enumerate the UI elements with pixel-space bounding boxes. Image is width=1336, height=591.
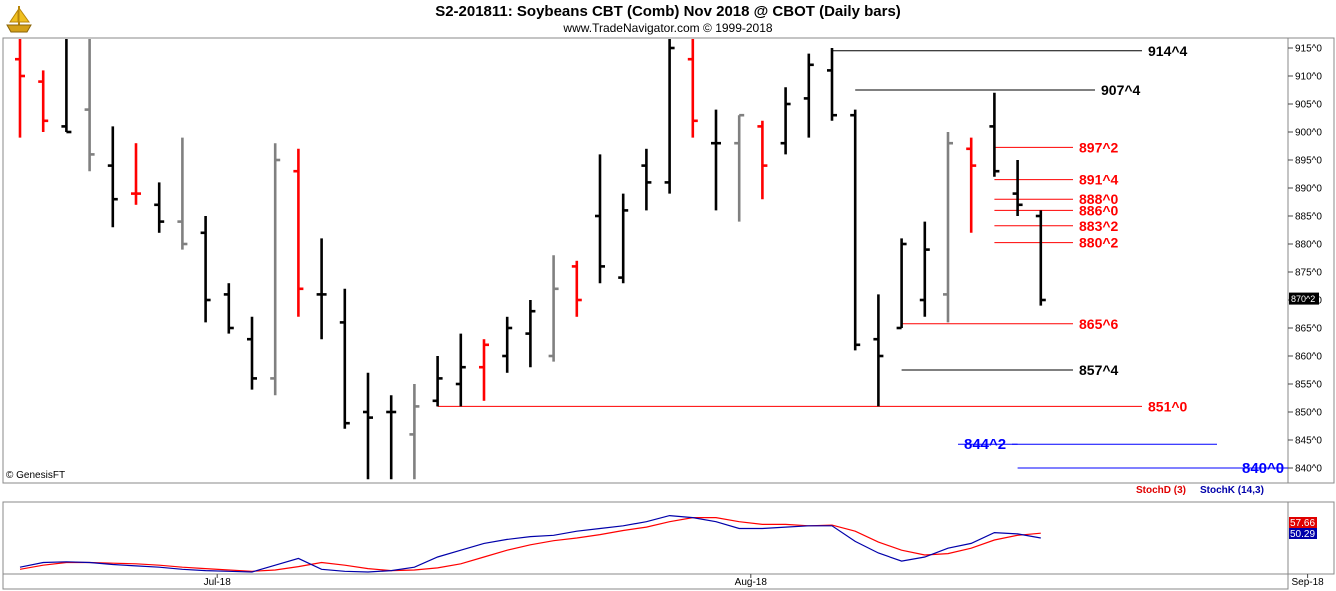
- time-axis: [2, 573, 1289, 590]
- ohlc-bar: [61, 39, 72, 134]
- stoch-d-value: 57.66: [1290, 518, 1315, 529]
- price-tick-label: 855^0: [1295, 380, 1322, 391]
- stochastic-lines: [19, 514, 1041, 573]
- level-label: 888^0: [1079, 191, 1119, 207]
- ohlc-bar: [154, 182, 165, 233]
- price-axis: [1287, 37, 1335, 484]
- time-tick-label: Jul-18: [204, 577, 232, 588]
- price-tick-label: 860^0: [1295, 352, 1322, 363]
- ohlc-bar: [15, 39, 25, 138]
- ohlc-bar: [919, 221, 930, 317]
- price-tick-label: 900^0: [1295, 128, 1322, 139]
- time-axis-labels: Jul-18 Aug-18 Sep-18: [204, 574, 1324, 588]
- stoch-d-value-tag: [1289, 517, 1317, 528]
- stoch-k-value-tag: [1289, 528, 1317, 539]
- ohlc-bar: [873, 294, 884, 407]
- price-tick-label: 845^0: [1295, 436, 1322, 447]
- price-tick-label: 895^0: [1295, 156, 1322, 167]
- ohlc-bar: [989, 92, 1000, 177]
- ohlc-bar: [896, 238, 907, 330]
- ohlc-bar: [641, 148, 652, 211]
- chart-title: S2-201811: Soybeans CBT (Comb) Nov 2018 …: [435, 3, 901, 20]
- ohlc-bar: [757, 120, 768, 200]
- level-label: 897^2: [1079, 139, 1119, 155]
- chart-header: S2-201811: Soybeans CBT (Comb) Nov 2018 …: [0, 0, 1336, 38]
- ohlc-bar: [84, 39, 95, 172]
- ohlc-bar: [827, 48, 837, 121]
- level-label: 883^2: [1079, 218, 1119, 234]
- ohlc-bar: [223, 283, 234, 334]
- price-tick-label: 875^0: [1295, 268, 1322, 279]
- copyright-label: © GenesisFT: [6, 470, 65, 481]
- level-label: 914^4: [1148, 43, 1188, 59]
- ohlc-bar: [1012, 160, 1023, 216]
- price-tick-label: 915^0: [1295, 44, 1322, 55]
- ohlc-bar: [734, 113, 745, 222]
- price-tick-label: 910^0: [1295, 72, 1322, 83]
- ohlc-bar: [711, 109, 721, 211]
- level-label: 857^4: [1079, 362, 1119, 378]
- level-label: 844^2: [964, 436, 1006, 453]
- ohlc-bar: [548, 255, 559, 362]
- price-bars: [15, 39, 1046, 480]
- ohlc-bar: [386, 395, 397, 480]
- ohlc-bar: [1035, 210, 1046, 306]
- ohlc-bar: [595, 154, 605, 284]
- level-label: 851^0: [1148, 398, 1188, 414]
- time-tick-label: Sep-18: [1291, 577, 1324, 588]
- ohlc-bar: [363, 372, 373, 480]
- last-price-label: 870^2: [1291, 294, 1315, 304]
- ohlc-bar: [479, 339, 489, 401]
- ohlc-bar: [339, 288, 350, 429]
- level-label: 891^4: [1079, 172, 1119, 188]
- price-tick-label: 840^0: [1295, 464, 1322, 475]
- ohlc-bar: [571, 260, 582, 317]
- stoch-panel[interactable]: [2, 501, 1289, 575]
- level-label: 865^6: [1079, 316, 1119, 332]
- price-tick-label: 880^0: [1295, 240, 1322, 251]
- sailing-ship-icon: [6, 6, 32, 33]
- ohlc-bar: [664, 39, 675, 194]
- ohlc-bar: [177, 137, 188, 250]
- ohlc-bar: [780, 87, 791, 155]
- price-panel[interactable]: [2, 37, 1289, 484]
- level-label: 880^2: [1079, 235, 1119, 251]
- stoch-d-legend: StochD (3): [1136, 485, 1186, 496]
- price-tick-label: 850^0: [1295, 408, 1322, 419]
- time-tick-label: Aug-18: [735, 577, 768, 588]
- stoch-k-value: 50.29: [1290, 529, 1315, 540]
- ohlc-bar: [200, 216, 211, 323]
- stoch-series-line: [19, 514, 1041, 573]
- price-tick-label: 865^0: [1295, 324, 1322, 335]
- price-tick-label: 905^0: [1295, 100, 1322, 111]
- support-resistance-levels: 914^4 907^4 897^2 891^4 888^0886^0883^2880^2…: [437, 43, 1290, 477]
- level-label: 907^4: [1101, 82, 1141, 98]
- ohlc-bar: [525, 300, 536, 368]
- ohlc-bar: [432, 356, 443, 407]
- ohlc-bar: [803, 53, 814, 138]
- ohlc-bar: [966, 137, 977, 233]
- chart-subtitle: www.TradeNavigator.com © 1999-2018: [563, 21, 773, 35]
- ohlc-bar: [618, 193, 629, 284]
- price-tick-label: 885^0: [1295, 212, 1322, 223]
- ohlc-bar: [687, 39, 698, 138]
- ohlc-bar: [293, 148, 304, 317]
- ohlc-bar: [850, 109, 861, 351]
- level-label: 886^0: [1079, 202, 1119, 218]
- ohlc-bar: [316, 238, 327, 340]
- ohlc-bar: [270, 143, 281, 396]
- ohlc-bar: [38, 70, 49, 132]
- last-price-tag: [1289, 292, 1319, 305]
- ohlc-bar: [409, 384, 420, 480]
- price-tick-label: 890^0: [1295, 184, 1322, 195]
- stoch-series-line: [19, 516, 1041, 572]
- ohlc-bar: [247, 316, 257, 390]
- ohlc-bar: [107, 126, 118, 228]
- stoch-k-legend: StochK (14,3): [1200, 485, 1264, 496]
- ohlc-bar: [943, 132, 953, 323]
- ohlc-bar: [455, 333, 466, 407]
- ohlc-bar: [131, 143, 141, 205]
- ohlc-bar: [502, 316, 513, 373]
